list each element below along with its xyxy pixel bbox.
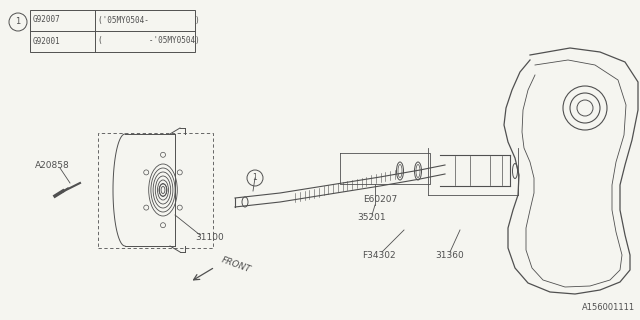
Text: A156001111: A156001111 — [582, 303, 635, 313]
Text: 31360: 31360 — [435, 251, 464, 260]
Text: 1: 1 — [253, 173, 257, 182]
Text: (          -'05MY0504): ( -'05MY0504) — [98, 36, 200, 45]
Bar — [98, 133, 213, 248]
Text: 35201: 35201 — [357, 213, 386, 222]
Bar — [30, 10, 195, 52]
Text: 31100: 31100 — [195, 234, 224, 243]
Text: A20858: A20858 — [35, 161, 70, 170]
Text: 1: 1 — [15, 18, 20, 27]
Text: FRONT: FRONT — [220, 255, 252, 275]
Text: F34302: F34302 — [362, 251, 396, 260]
Text: G92001: G92001 — [33, 36, 61, 45]
Text: G92007: G92007 — [33, 15, 61, 25]
Text: ('05MY0504-          ): ('05MY0504- ) — [98, 15, 200, 25]
Text: E60207: E60207 — [363, 196, 397, 204]
